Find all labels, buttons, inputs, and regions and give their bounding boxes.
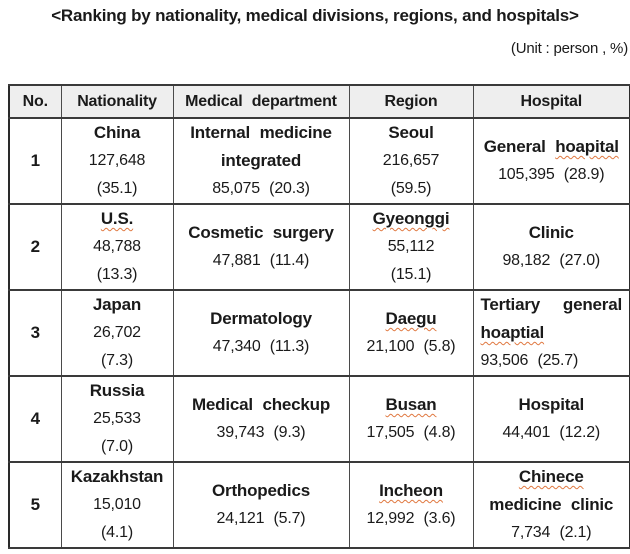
nationality-name misspelled-word: U.S.	[100, 209, 134, 228]
rank-cell: 3	[8, 289, 62, 377]
hospital-name-word: Tertiary	[480, 295, 541, 314]
hospital-name: General hoapital	[474, 133, 630, 161]
nationality-name: China	[93, 123, 141, 142]
region-cell: Incheon 12,992 (3.6)	[348, 461, 474, 549]
hospital-name: Clinic	[528, 223, 574, 242]
region-name misspelled-word: Gyeonggi	[372, 209, 450, 228]
nationality-percent: (4.1)	[101, 524, 133, 541]
table-row: 2 U.S. 48,788 (13.3) Cosmetic surgery 47…	[8, 203, 630, 291]
department-count: 24,121 (5.7)	[216, 510, 306, 527]
nationality-cell: Russia 25,533 (7.0)	[60, 375, 174, 463]
header-hospital: Hospital	[472, 84, 630, 119]
misspelled-word: hoaptial	[480, 323, 545, 342]
misspelled-word: hoapital	[555, 137, 619, 156]
hospital-name-word: General	[483, 137, 546, 156]
department-count: 47,881 (11.4)	[212, 252, 310, 269]
hospital-name: Tertiary general	[481, 291, 623, 319]
header-region: Region	[348, 84, 474, 119]
nationality-name: Kazakhstan	[70, 467, 164, 486]
hospital-cell: General hoapital 105,395 (28.9)	[472, 117, 630, 205]
unit-label: (Unit : person , %)	[510, 40, 628, 57]
ranking-table: No. Nationality Medical department Regio…	[8, 84, 630, 549]
table-row: 4 Russia 25,533 (7.0) Medical checkup 39…	[8, 375, 630, 463]
region-percent: (59.5)	[390, 180, 432, 197]
table-row: 3 Japan 26,702 (7.3) Dermatology 47,340 …	[8, 289, 630, 377]
hospital-cell: Chinece medicine clinic 7,734 (2.1)	[472, 461, 630, 549]
nationality-count: 48,788	[93, 238, 141, 255]
region-name misspelled-word: Busan	[385, 395, 437, 414]
page-title: <Ranking by nationality, medical divisio…	[51, 6, 579, 25]
hospital-count: 105,395 (28.9)	[498, 166, 605, 183]
department-name: Internal medicine	[190, 123, 332, 142]
department-name: Orthopedics	[212, 481, 310, 500]
medical-department-cell: Medical checkup 39,743 (9.3)	[172, 375, 350, 463]
hospital-name: medicine clinic	[489, 495, 614, 514]
region-name: Seoul	[388, 123, 434, 142]
hospital-count: 93,506 (25.7)	[480, 352, 579, 369]
hospital-name misspelled-word: Chinece	[518, 467, 584, 486]
table-row: 5 Kazakhstan 15,010 (4.1) Orthopedics 24…	[8, 461, 630, 549]
header-row: No. Nationality Medical department Regio…	[8, 84, 630, 119]
region-cell: Busan 17,505 (4.8)	[348, 375, 474, 463]
header-nationality: Nationality	[60, 84, 174, 119]
nationality-count: 15,010	[93, 496, 141, 513]
nationality-count: 127,648	[88, 152, 146, 169]
rank-cell: 4	[8, 375, 62, 463]
nationality-cell: U.S. 48,788 (13.3)	[60, 203, 174, 291]
rank-cell: 2	[8, 203, 62, 291]
department-name: integrated	[220, 151, 302, 170]
rank-cell: 5	[8, 461, 62, 549]
hospital-name: Hospital	[518, 395, 585, 414]
medical-department-cell: Cosmetic surgery 47,881 (11.4)	[172, 203, 350, 291]
nationality-cell: Japan 26,702 (7.3)	[60, 289, 174, 377]
hospital-count: 98,182 (27.0)	[502, 252, 601, 269]
nationality-cell: China 127,648 (35.1)	[60, 117, 174, 205]
header-medical-department: Medical department	[172, 84, 350, 119]
nationality-cell: Kazakhstan 15,010 (4.1)	[60, 461, 174, 549]
region-name misspelled-word: Incheon	[379, 481, 443, 500]
nationality-percent: (7.3)	[101, 352, 133, 369]
region-percent: (15.1)	[390, 266, 432, 283]
department-count: 85,075 (20.3)	[212, 180, 310, 197]
department-name: Medical checkup	[191, 395, 331, 414]
region-count: 17,505 (4.8)	[366, 424, 456, 441]
nationality-percent: (35.1)	[96, 180, 138, 197]
region-cell: Daegu 21,100 (5.8)	[348, 289, 474, 377]
region-name misspelled-word: Daegu	[385, 309, 437, 328]
hospital-name-word: general	[562, 295, 622, 314]
region-count: 216,657	[382, 152, 440, 169]
hospital-count: 7,734 (2.1)	[511, 524, 592, 541]
hospital-cell: Clinic 98,182 (27.0)	[472, 203, 630, 291]
department-name: Dermatology	[210, 309, 312, 328]
nationality-percent: (13.3)	[96, 266, 138, 283]
department-name: Cosmetic surgery	[188, 223, 334, 242]
nationality-name: Japan	[92, 295, 142, 314]
hospital-cell: Tertiary general hoaptial 93,506 (25.7)	[472, 289, 630, 377]
region-count: 21,100 (5.8)	[366, 338, 456, 355]
region-cell: Seoul 216,657 (59.5)	[348, 117, 474, 205]
region-cell: Gyeonggi 55,112 (15.1)	[348, 203, 474, 291]
department-count: 47,340 (11.3)	[212, 338, 310, 355]
nationality-percent: (7.0)	[101, 438, 133, 455]
hospital-cell: Hospital 44,401 (12.2)	[472, 375, 630, 463]
header-no: No.	[8, 84, 62, 119]
medical-department-cell: Internal medicine integrated 85,075 (20.…	[172, 117, 350, 205]
medical-department-cell: Orthopedics 24,121 (5.7)	[172, 461, 350, 549]
rank-cell: 1	[8, 117, 62, 205]
region-count: 12,992 (3.6)	[366, 510, 456, 527]
table-row: 1 China 127,648 (35.1) Internal medicine…	[8, 117, 630, 205]
hospital-count: 44,401 (12.2)	[502, 424, 601, 441]
nationality-name: Russia	[89, 381, 145, 400]
nationality-count: 26,702	[93, 324, 141, 341]
department-count: 39,743 (9.3)	[216, 424, 306, 441]
nationality-count: 25,533	[93, 410, 141, 427]
medical-department-cell: Dermatology 47,340 (11.3)	[172, 289, 350, 377]
region-count: 55,112	[387, 238, 435, 255]
